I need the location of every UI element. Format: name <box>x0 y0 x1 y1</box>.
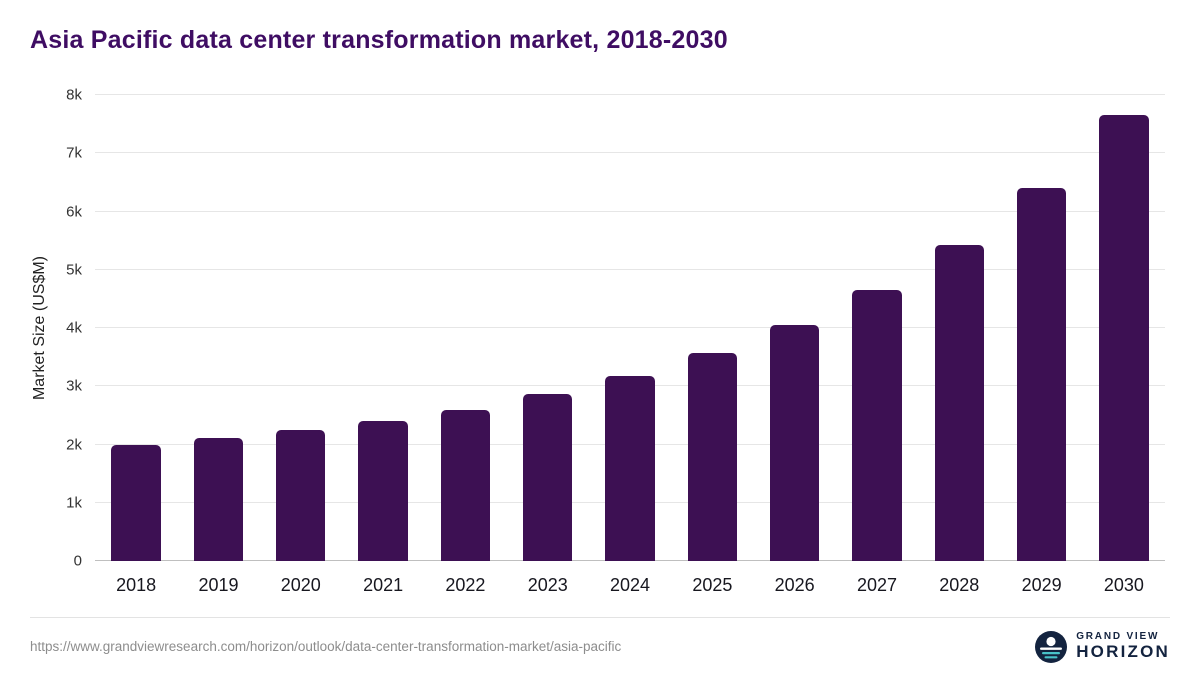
x-tick-label: 2029 <box>1021 575 1062 595</box>
x-tick-label: 2020 <box>280 575 321 595</box>
footer: https://www.grandviewresearch.com/horizo… <box>30 617 1170 675</box>
gridline <box>95 327 1165 328</box>
x-tick-label: 2027 <box>856 575 897 595</box>
x-tick-label: 2030 <box>1103 575 1144 595</box>
bar-slot <box>1083 95 1165 561</box>
y-axis-label: Market Size (US$M) <box>31 255 48 401</box>
bar-slot <box>754 95 836 561</box>
gridline <box>95 152 1165 154</box>
x-tick-label: 2024 <box>610 575 651 595</box>
gridline <box>95 94 1165 95</box>
bar-slot <box>342 95 424 561</box>
bar-2026 <box>769 325 820 561</box>
bar-2023 <box>523 394 573 561</box>
bar-slot <box>260 95 342 561</box>
y-tick-label: 8k <box>66 86 82 104</box>
y-tick-label: 5k <box>66 261 82 279</box>
source-url: https://www.grandviewresearch.com/horizo… <box>30 639 622 654</box>
bar-2022 <box>440 409 491 561</box>
bar-2019 <box>193 437 244 561</box>
y-tick-label: 3k <box>66 377 82 395</box>
brand-name-top: GRAND VIEW <box>1076 630 1160 642</box>
bar-2028 <box>934 245 984 561</box>
x-axis-labels: 2018 2019 2020 2021 2022 2023 2024 2025 2026 2027… <box>95 561 1165 596</box>
brand-logo: GRAND VIEW HORIZON <box>1035 630 1170 663</box>
brand-name-bottom: HORIZON <box>1076 642 1170 662</box>
y-tick-label: 0 <box>73 552 82 570</box>
bar-slot <box>589 95 671 561</box>
x-tick-label: 2025 <box>692 575 733 595</box>
bar-slot <box>424 95 506 561</box>
bar-2020 <box>276 429 326 561</box>
x-tick-label: 2023 <box>527 575 568 595</box>
gridline <box>95 210 1165 212</box>
plot-area <box>95 94 1165 561</box>
x-tick-label: 2028 <box>939 575 980 595</box>
bar-2030 <box>1099 115 1149 561</box>
bars-layer <box>95 95 1165 561</box>
y-tick-label: 4k <box>66 319 82 337</box>
x-tick-label: 2026 <box>774 575 815 595</box>
y-tick-label: 7k <box>66 144 82 162</box>
y-tick-label: 1k <box>66 494 82 512</box>
chart: Market Size (US$M) 2018 2019 2020 2021 2022 2… <box>30 88 1165 595</box>
bar-slot <box>918 95 1000 561</box>
gridline <box>95 268 1165 270</box>
bar-slot <box>1000 95 1082 561</box>
chart-title: Asia Pacific data center transformation … <box>30 26 728 54</box>
bar-2029 <box>1016 188 1067 561</box>
x-tick-label: 2021 <box>363 575 404 595</box>
bar-2018 <box>111 444 161 561</box>
brand-logo-text: GRAND VIEW HORIZON <box>1076 631 1170 662</box>
y-tick-label: 6k <box>66 203 82 220</box>
bar-2021 <box>358 421 408 561</box>
horizon-sun-icon <box>1035 630 1068 663</box>
x-tick-label: 2019 <box>198 575 239 595</box>
bar-slot <box>836 95 918 561</box>
bar-slot <box>671 95 753 561</box>
bar-slot <box>177 95 259 561</box>
bar-2025 <box>687 353 738 561</box>
bar-2027 <box>852 290 902 561</box>
bar-2024 <box>605 376 655 561</box>
x-tick-label: 2018 <box>116 575 157 595</box>
y-tick-label: 2k <box>66 436 82 453</box>
bar-slot <box>507 95 589 561</box>
bar-slot <box>95 95 177 561</box>
x-tick-label: 2022 <box>445 575 486 595</box>
